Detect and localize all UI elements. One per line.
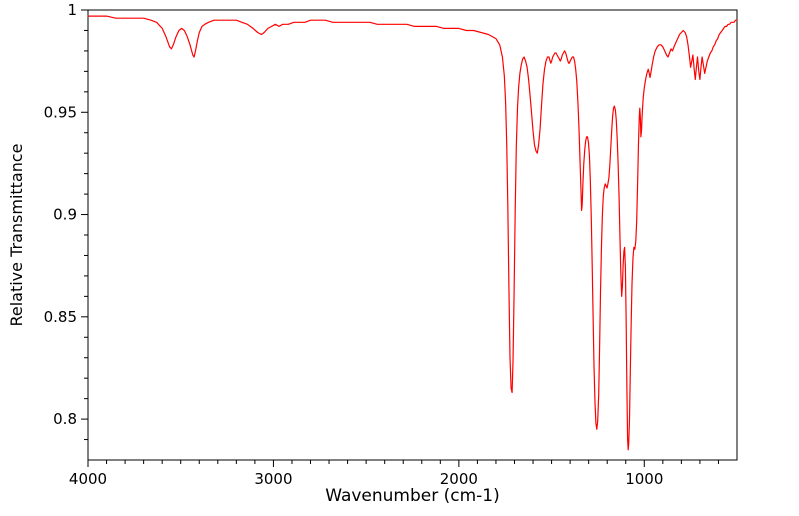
x-tick-label: 2000 [440,470,478,488]
plot-border [87,9,738,461]
y-tick-label: 1 [67,1,77,19]
spectrum-line [87,15,738,451]
y-axis-title: Relative Transmittance [7,143,26,327]
y-tick-label: 0.95 [44,103,77,121]
y-tick-label: 0.8 [53,410,77,428]
x-tick-label: 3000 [254,470,292,488]
x-tick-label: 4000 [69,470,107,488]
y-tick-label: 0.85 [44,308,77,326]
y-tick-label: 0.9 [53,206,77,224]
x-axis-title: Wavenumber (cm-1) [325,486,500,506]
x-tick-label: 1000 [625,470,663,488]
